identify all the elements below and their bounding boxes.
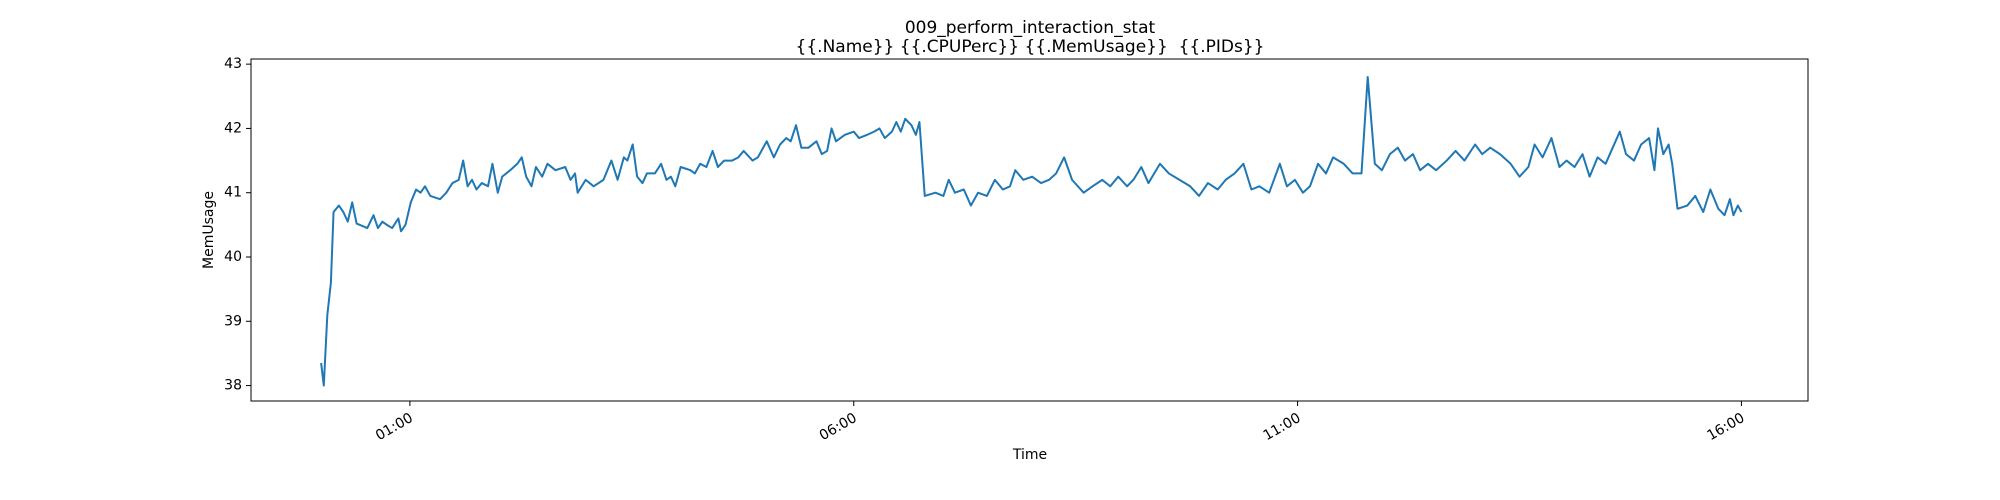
y-tick-label: 39 [224, 313, 242, 329]
data-line [320, 76, 1743, 387]
y-tick-label: 40 [224, 249, 242, 265]
y-axis-label: MemUsage [201, 191, 217, 269]
chart-subtitle: {{.Name}} {{.CPUPerc}} {{.MemUsage}} {{.… [796, 37, 1265, 57]
y-tick-label: 43 [224, 56, 242, 72]
chart-title: 009_perform_interaction_stat [905, 18, 1156, 38]
y-tick-label: 38 [224, 378, 242, 394]
y-tick-label: 42 [224, 120, 242, 136]
plot-frame [250, 58, 1809, 402]
y-tick-label: 41 [224, 185, 242, 201]
x-axis-label: Time [1012, 447, 1047, 463]
